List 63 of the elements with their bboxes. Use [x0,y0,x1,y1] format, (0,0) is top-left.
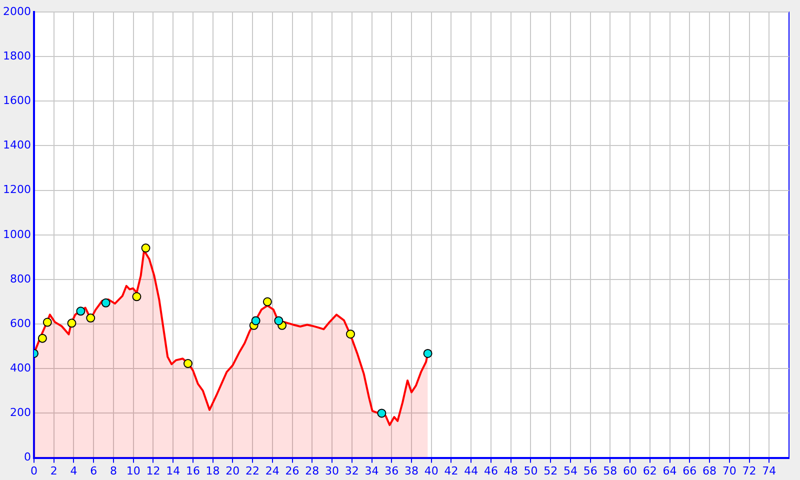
x-tick-label: 66 [682,464,697,478]
point [141,244,150,253]
point [183,359,192,368]
x-tick-label: 28 [305,464,320,478]
x-tick-label: 24 [265,464,280,478]
x-tick-label: 64 [662,464,677,478]
y-tick-label: 1800 [2,49,31,62]
y-tick-label: 1600 [2,94,31,108]
x-tick-label: 18 [206,464,220,478]
x-tick-label: 56 [583,464,598,478]
y-tick-label: 2000 [2,4,31,18]
x-tick-label: 12 [146,464,160,478]
point [346,330,355,339]
x-tick-label: 30 [325,464,340,478]
point [67,318,76,328]
point [274,316,284,326]
point [251,316,260,326]
x-tick-label: 50 [524,464,538,478]
x-tick-label: 26 [285,464,300,478]
x-tick-label: 36 [384,464,399,478]
x-tick-label: 42 [444,464,458,478]
y-tick-label: 0 [24,450,31,464]
x-tick-label: 34 [364,464,379,478]
x-tick-label: 22 [246,464,260,478]
x-tick-label: 44 [464,464,478,478]
x-tick-label: 52 [544,464,558,478]
x-tick-label: 60 [623,464,638,478]
x-tick-label: 72 [742,464,756,478]
point [76,306,86,316]
x-tick-label: 70 [722,464,736,478]
y-tick-label: 1400 [2,138,31,152]
y-tick-label: 600 [10,316,31,330]
x-tick-label: 40 [424,464,438,478]
point [86,314,96,323]
y-tick-label: 800 [10,272,31,286]
x-tick-label: 4 [70,464,78,478]
point [132,292,142,302]
point [423,348,432,358]
x-tick-label: 8 [110,464,117,478]
x-tick-label: 48 [504,464,518,478]
x-tick-label: 14 [166,464,180,478]
x-tick-label: 10 [126,464,140,478]
x-tick-label: 2 [50,464,58,478]
x-tick-label: 38 [404,464,418,478]
y-tick-label: 1000 [2,228,31,241]
x-tick-label: 62 [642,464,657,478]
x-tick-label: 46 [484,464,498,478]
x-tick-label: 74 [762,464,776,478]
point [38,334,47,343]
x-tick-label: 6 [90,464,98,478]
point [42,318,52,327]
y-tick-label: 200 [10,406,31,420]
x-tick-label: 68 [702,464,717,478]
x-tick-label: 58 [603,464,618,478]
point [262,297,272,306]
point [377,408,386,418]
x-tick-label: 20 [226,464,240,478]
point [101,298,110,308]
y-tick-label: 400 [10,362,31,374]
y-tick-label: 1200 [2,183,31,196]
x-tick-label: 16 [186,464,200,478]
x-tick-label: 32 [344,464,359,478]
x-tick-label: 54 [563,464,578,478]
